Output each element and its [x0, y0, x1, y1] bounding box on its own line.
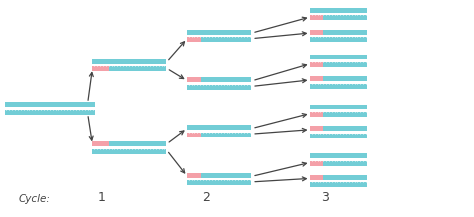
Text: 2: 2	[202, 191, 210, 204]
Bar	[5, 110, 95, 115]
Bar	[310, 112, 323, 117]
Bar	[310, 175, 323, 180]
Bar	[201, 173, 251, 178]
Bar	[310, 134, 367, 138]
Bar	[92, 66, 109, 71]
Bar	[310, 37, 367, 42]
Bar	[310, 153, 367, 158]
Bar	[187, 85, 251, 90]
Bar	[310, 62, 323, 67]
Bar	[310, 8, 367, 13]
Bar	[187, 77, 201, 82]
Bar	[323, 76, 367, 81]
Bar	[92, 59, 166, 64]
Text: Cycle:: Cycle:	[19, 194, 51, 204]
Bar	[323, 126, 367, 131]
Bar	[323, 112, 367, 117]
Bar	[92, 149, 166, 154]
Bar	[109, 66, 166, 71]
Bar	[310, 182, 367, 187]
Bar	[323, 30, 367, 35]
Bar	[201, 37, 251, 42]
Bar	[310, 15, 323, 20]
Bar	[310, 55, 367, 59]
Bar	[187, 125, 251, 130]
Bar	[187, 173, 201, 178]
Bar	[310, 161, 323, 166]
Bar	[92, 141, 109, 146]
Bar	[310, 84, 367, 89]
Bar	[201, 77, 251, 82]
Bar	[109, 141, 166, 146]
Bar	[310, 76, 323, 81]
Bar	[187, 133, 201, 137]
Bar	[323, 175, 367, 180]
Bar	[187, 30, 251, 35]
Bar	[323, 15, 367, 20]
Bar	[5, 102, 95, 107]
Bar	[310, 126, 323, 131]
Bar	[323, 62, 367, 67]
Bar	[310, 105, 367, 109]
Text: 1: 1	[98, 191, 106, 204]
Text: 3: 3	[321, 191, 328, 204]
Bar	[187, 180, 251, 185]
Bar	[201, 133, 251, 137]
Bar	[310, 30, 323, 35]
Bar	[187, 37, 201, 42]
Bar	[323, 161, 367, 166]
